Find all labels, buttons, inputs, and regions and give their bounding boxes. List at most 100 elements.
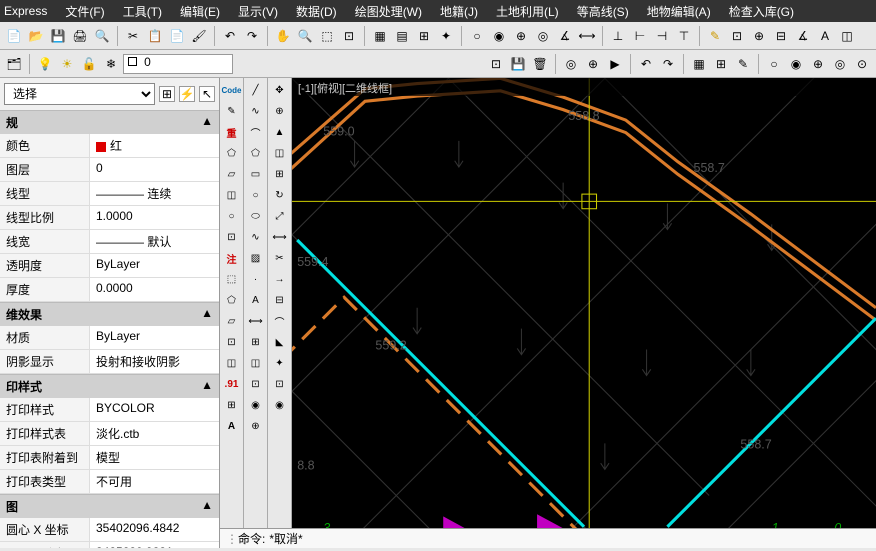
angle-button[interactable]: ∡	[555, 26, 575, 46]
mod-scale[interactable]: ⤢	[270, 206, 290, 226]
draw-ellipse[interactable]: ⬭	[246, 206, 266, 226]
menu-check[interactable]: 检查入库(G)	[729, 3, 794, 20]
sun-icon[interactable]: ☀	[57, 54, 77, 74]
tool-shape6[interactable]: ⬚	[222, 269, 242, 289]
copy-button[interactable]: 📋	[145, 26, 165, 46]
prop-plotstyle-value[interactable]: BYCOLOR	[90, 398, 219, 421]
section-general[interactable]: 规▲	[0, 110, 219, 134]
tb2-target[interactable]: ⊕	[583, 54, 603, 74]
section-effect[interactable]: 维效果▲	[0, 302, 219, 326]
print-button[interactable]: 🖨	[70, 26, 90, 46]
open-button[interactable]: 📂	[26, 26, 46, 46]
tb2-pencil[interactable]: ✎	[733, 54, 753, 74]
paste-button[interactable]: 📄	[167, 26, 187, 46]
prop-plottype-value[interactable]: 不可用	[90, 470, 219, 493]
snap2-button[interactable]: ⊢	[630, 26, 650, 46]
zoom-extents-button[interactable]: ⊡	[339, 26, 359, 46]
prop-color-value[interactable]: 红	[90, 134, 219, 157]
prop-transparency-value[interactable]: ByLayer	[90, 254, 219, 277]
preview-button[interactable]: 🔍	[92, 26, 112, 46]
tool-a[interactable]: A	[222, 416, 242, 436]
mod-move[interactable]: ✥	[270, 80, 290, 100]
array-button[interactable]: ⊟	[771, 26, 791, 46]
menu-landuse[interactable]: 土地利用(L)	[496, 3, 559, 20]
freeze-icon[interactable]: ❄	[101, 54, 121, 74]
menu-view[interactable]: 显示(V)	[238, 3, 278, 20]
tool-shape4[interactable]: ○	[222, 206, 242, 226]
tool-shape11[interactable]: ⊞	[222, 395, 242, 415]
draw-circle[interactable]: ○	[246, 185, 266, 205]
pan-button[interactable]: ✋	[273, 26, 293, 46]
menu-express[interactable]: Express	[4, 4, 47, 18]
prop-ltscale-value[interactable]: 1.0000	[90, 206, 219, 229]
draw-dim[interactable]: ⟷	[246, 311, 266, 331]
draw-rect[interactable]: ▭	[246, 164, 266, 184]
draw-text[interactable]: A	[246, 290, 266, 310]
tool-zhu[interactable]: 注	[222, 248, 242, 268]
redo-button[interactable]: ↷	[242, 26, 262, 46]
tb2-c5[interactable]: ⊙	[852, 54, 872, 74]
menu-draw[interactable]: 绘图处理(W)	[355, 3, 422, 20]
snap3-button[interactable]: ⊣	[652, 26, 672, 46]
draw-hatch[interactable]: ▨	[246, 248, 266, 268]
prop-linetype-value[interactable]: ———— 连续	[90, 182, 219, 205]
lock-icon[interactable]: 🔓	[79, 54, 99, 74]
mod-stretch[interactable]: ⟷	[270, 227, 290, 247]
draw-pline[interactable]: ∿	[246, 101, 266, 121]
tool-shape10[interactable]: ◫	[222, 353, 242, 373]
draw-arc[interactable]: ⌒	[246, 122, 266, 142]
mod-t2[interactable]: ◉	[270, 395, 290, 415]
draw-poly[interactable]: ⬠	[246, 143, 266, 163]
menu-cadastre[interactable]: 地籍(J)	[440, 3, 478, 20]
tool-num[interactable]: .91	[222, 374, 242, 394]
prop-cx-value[interactable]: 35402096.4842	[90, 518, 219, 541]
dim-button[interactable]: ⟷	[577, 26, 597, 46]
menu-feature[interactable]: 地物编辑(A)	[647, 3, 711, 20]
mod-array[interactable]: ⊞	[270, 164, 290, 184]
quick-select-icon[interactable]: ⚡	[179, 86, 195, 102]
prop-lineweight-value[interactable]: ———— 默认	[90, 230, 219, 253]
prop-material-value[interactable]: ByLayer	[90, 326, 219, 349]
mod-copy[interactable]: ⊕	[270, 101, 290, 121]
extend-button[interactable]: ⊡	[727, 26, 747, 46]
tb2-c1[interactable]: ○	[764, 54, 784, 74]
save-button[interactable]: 💾	[48, 26, 68, 46]
mod-trim[interactable]: ✂	[270, 248, 290, 268]
pick-icon[interactable]: ↖	[199, 86, 215, 102]
block-button[interactable]: ◫	[837, 26, 857, 46]
circle2-button[interactable]: ◉	[489, 26, 509, 46]
tb2-c4[interactable]: ◎	[830, 54, 850, 74]
drawing-canvas[interactable]: [-1][俯视][二维线框]	[292, 78, 876, 548]
prop-plottable-value[interactable]: 淡化.ctb	[90, 422, 219, 445]
tool-shape9[interactable]: ⊡	[222, 332, 242, 352]
zoom-button[interactable]: 🔍	[295, 26, 315, 46]
draw-line[interactable]: ╱	[246, 80, 266, 100]
matchprop-button[interactable]: 🖌	[189, 26, 209, 46]
prop-plotattach-value[interactable]: 模型	[90, 446, 219, 469]
tool-shape7[interactable]: ⬠	[222, 290, 242, 310]
mod-t1[interactable]: ⊡	[270, 374, 290, 394]
offset-button[interactable]: ⊕	[749, 26, 769, 46]
zoom-window-button[interactable]: ⬚	[317, 26, 337, 46]
menu-tools[interactable]: 工具(T)	[123, 3, 162, 20]
undo-button[interactable]: ↶	[220, 26, 240, 46]
tool-shape1[interactable]: ⬠	[222, 143, 242, 163]
draw-spline[interactable]: ∿	[246, 227, 266, 247]
snap4-button[interactable]: ⊤	[674, 26, 694, 46]
menu-file[interactable]: 文件(F)	[65, 3, 104, 20]
tb2-g1[interactable]: ▦	[689, 54, 709, 74]
tool-shape2[interactable]: ▱	[222, 164, 242, 184]
trim-button[interactable]: ✎	[705, 26, 725, 46]
prop-thickness-value[interactable]: 0.0000	[90, 278, 219, 301]
tb2-undo[interactable]: ↶	[636, 54, 656, 74]
prop-cy-value[interactable]: 3425280.9331	[90, 542, 219, 548]
tool-shape3[interactable]: ◫	[222, 185, 242, 205]
tb2-c3[interactable]: ⊕	[808, 54, 828, 74]
ring-button[interactable]: ◎	[533, 26, 553, 46]
mod-offset[interactable]: ◫	[270, 143, 290, 163]
tool-zhong[interactable]: 重	[222, 122, 242, 142]
target-button[interactable]: ⊕	[511, 26, 531, 46]
menu-edit[interactable]: 编辑(E)	[180, 3, 220, 20]
explode-button[interactable]: ✦	[436, 26, 456, 46]
tb2-delete[interactable]: 🗑	[530, 54, 550, 74]
